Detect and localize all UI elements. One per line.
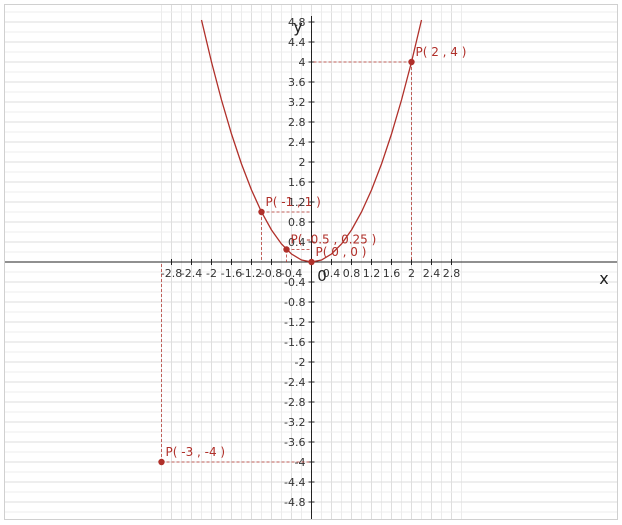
x-tick-label: -1.6 <box>221 267 242 280</box>
x-tick-label: 0.4 <box>323 267 341 280</box>
x-tick-label: -2 <box>206 267 217 280</box>
point-label: P( 0 , 0 ) <box>316 245 367 259</box>
y-tick-label: -3.2 <box>284 416 305 429</box>
data-point <box>258 208 265 216</box>
labels: P( 2 , 4 )P( -1 , 1 )P( -0.5 , 0.25 )P( … <box>166 45 467 459</box>
x-tick-label: 2 <box>408 267 415 280</box>
y-tick-label: -2.8 <box>284 396 305 409</box>
data-point <box>308 258 315 266</box>
point-label: P( -1 , 1 ) <box>266 195 321 209</box>
y-tick-label: 2.4 <box>288 136 306 149</box>
origin-label: 0 <box>317 267 327 285</box>
y-tick-label: 0.4 <box>288 236 306 249</box>
points <box>158 58 415 466</box>
data-point <box>283 246 290 253</box>
x-tick-label: 1.2 <box>363 267 381 280</box>
y-tick-label: 4 <box>299 56 306 69</box>
x-axis-label: x <box>599 269 608 288</box>
point-label: P( 2 , 4 ) <box>416 45 467 59</box>
y-tick-label: 4.8 <box>288 16 306 29</box>
y-tick-label: -1.6 <box>284 336 305 349</box>
x-tick-label: -0.8 <box>261 267 282 280</box>
x-tick-label: -0.4 <box>281 267 302 280</box>
y-tick-label: 1.2 <box>288 196 306 209</box>
y-tick-label: -3.6 <box>284 436 305 449</box>
y-tick-label: -0.4 <box>284 276 305 289</box>
x-tick-label: -1.2 <box>241 267 262 280</box>
y-tick-label: -0.8 <box>284 296 305 309</box>
x-tick-label: 1.6 <box>383 267 401 280</box>
x-tick-label: 2.8 <box>443 267 461 280</box>
y-tick-label: 3.2 <box>288 96 306 109</box>
data-point <box>158 458 165 466</box>
x-tick-label: -2.8 <box>161 267 182 280</box>
y-tick-label: -1.2 <box>284 316 305 329</box>
axes: -2.8-2.4 -2 -1.6-1.2-0.8-0.4 0.4 0.8 1.2 1.6 2 2… <box>5 16 617 519</box>
point-label: P( -3 , -4 ) <box>166 445 226 459</box>
y-tick-label: 2.8 <box>288 116 306 129</box>
x-tick-label: 0.8 <box>343 267 361 280</box>
y-tick-label: -4.4 <box>284 476 305 489</box>
y-tick-label: -2.4 <box>284 376 305 389</box>
y-tick-label: 4.4 <box>288 36 306 49</box>
y-tick-label: 1.6 <box>288 176 306 189</box>
point-label: P( -0.5 , 0.25 ) <box>291 233 377 247</box>
y-tick-label: 0.8 <box>288 216 306 229</box>
data-point <box>408 58 415 66</box>
projection-guides <box>161 61 412 463</box>
x-tick-label: -2.4 <box>181 267 202 280</box>
y-tick-label: -2 <box>295 356 306 369</box>
y-axis-label: y <box>293 17 302 36</box>
y-tick-label: 3.6 <box>288 76 306 89</box>
y-tick-label: -4.8 <box>284 496 305 509</box>
y-tick-label: 2 <box>299 156 306 169</box>
x-tick-label: 2.4 <box>423 267 441 280</box>
y-tick-label: -4 <box>295 456 306 469</box>
